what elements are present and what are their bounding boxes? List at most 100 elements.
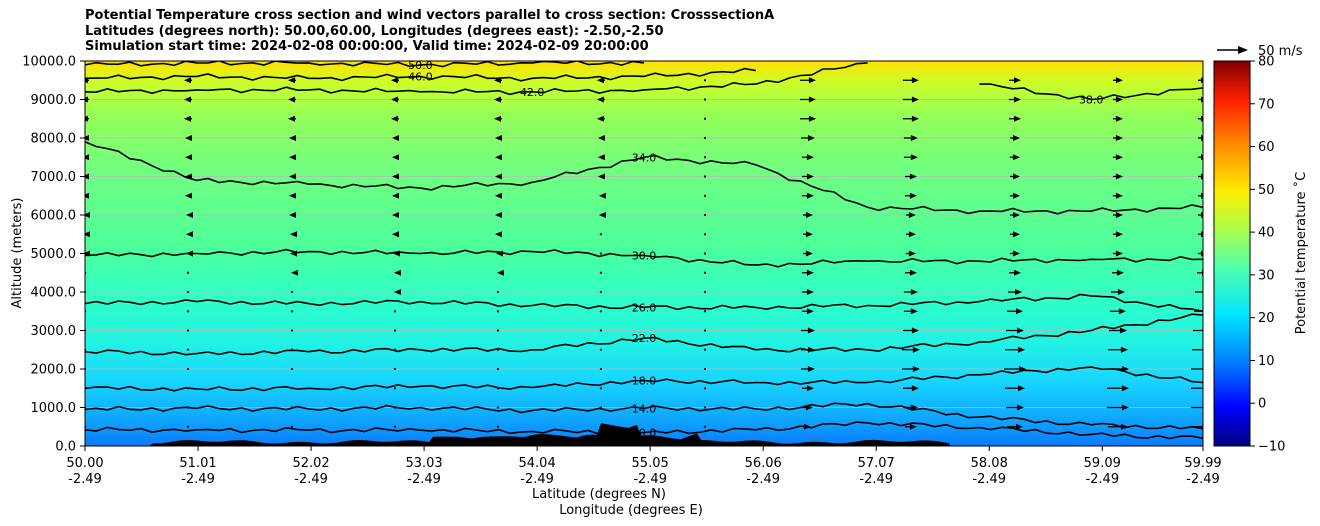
x-tick-label-lat: 52.02 bbox=[292, 456, 329, 471]
y-tick-label: 5000.0 bbox=[31, 247, 77, 262]
quiver-key-arrow-icon bbox=[1238, 46, 1248, 54]
y-tick-label: 4000.0 bbox=[31, 286, 77, 301]
wind-vector-head bbox=[908, 231, 916, 238]
wind-vector bbox=[703, 348, 707, 351]
wind-vector bbox=[496, 348, 500, 351]
contour-label: 26.0 bbox=[632, 301, 657, 314]
wind-vector-head bbox=[911, 96, 919, 103]
wind-vector-head bbox=[184, 135, 192, 141]
wind-vector bbox=[393, 329, 397, 332]
wind-vector-head bbox=[1206, 328, 1213, 334]
wind-vector bbox=[703, 194, 707, 197]
x-tick-label-lon: -2.49 bbox=[181, 472, 215, 487]
x-tick-label-lat: 58.08 bbox=[971, 456, 1008, 471]
wind-vector-head bbox=[1115, 77, 1123, 84]
x-tick-label-lat: 51.01 bbox=[179, 456, 216, 471]
y-tick-label: 6000.0 bbox=[31, 209, 77, 224]
wind-vector-head bbox=[391, 231, 399, 238]
wind-vector-head bbox=[807, 346, 815, 353]
wind-vector bbox=[599, 252, 603, 255]
wind-vector-head bbox=[393, 269, 401, 276]
wind-vector-head bbox=[910, 154, 918, 161]
contour-label: 14.0 bbox=[632, 402, 657, 415]
wind-vector bbox=[703, 367, 707, 371]
wind-vector-head bbox=[391, 192, 399, 199]
wind-vector bbox=[186, 406, 190, 409]
colorbar-tick-label: 20 bbox=[1258, 311, 1275, 326]
wind-vector-head bbox=[494, 192, 502, 199]
wind-vector-head bbox=[596, 96, 604, 103]
wind-vector-head bbox=[1121, 366, 1129, 372]
wind-vector-head bbox=[1012, 192, 1020, 199]
wind-vector-head bbox=[1201, 173, 1203, 180]
wind-vector-head bbox=[184, 173, 192, 180]
wind-vector-head bbox=[909, 192, 917, 199]
x-tick-label-lat: 56.06 bbox=[745, 456, 782, 471]
x-tick-label-lat: 55.05 bbox=[632, 456, 669, 471]
wind-vector-head bbox=[806, 192, 814, 199]
wind-vector bbox=[703, 290, 707, 294]
wind-vector bbox=[599, 310, 603, 313]
wind-vector-head bbox=[288, 115, 296, 122]
contour-label: 42.0 bbox=[520, 86, 545, 99]
contour-line bbox=[85, 67, 756, 82]
wind-vector-head bbox=[806, 173, 814, 180]
colorbar-ticks: −10 0 10 20 30 40 50 60 70 80 bbox=[1250, 55, 1285, 455]
wind-vector-head bbox=[1201, 154, 1203, 161]
contour-label: 30.0 bbox=[632, 249, 657, 262]
colorbar-label: Potential temperature ˚C bbox=[1293, 172, 1309, 335]
wind-vector-head bbox=[85, 212, 90, 218]
contour-line bbox=[85, 313, 1203, 356]
wind-vector-head bbox=[391, 173, 399, 180]
wind-vector-head bbox=[806, 154, 814, 161]
wind-vector bbox=[186, 271, 190, 274]
x-tick-label-lon: -2.49 bbox=[972, 472, 1006, 487]
wind-vector-head bbox=[910, 289, 918, 295]
wind-vector-head bbox=[290, 250, 298, 257]
wind-vector bbox=[703, 79, 707, 82]
plot-field: 10.0 14.0 18.0 22.0 26.0 30.0 34.0 38.0 42.0 46.0… bbox=[85, 61, 1214, 446]
wind-vector-head bbox=[806, 308, 814, 315]
wind-vector-head bbox=[807, 135, 815, 141]
wind-vector-head bbox=[1012, 135, 1020, 141]
wind-vector-head bbox=[909, 173, 917, 180]
wind-vector bbox=[703, 252, 707, 255]
wind-vector-head bbox=[390, 115, 398, 122]
wind-vector-head bbox=[391, 135, 399, 141]
wind-vector-head bbox=[85, 115, 88, 122]
wind-vector bbox=[290, 425, 294, 428]
wind-vector bbox=[703, 425, 707, 428]
wind-vector-head bbox=[1115, 192, 1123, 199]
wind-vector-head bbox=[1207, 347, 1214, 353]
colorbar-tick-label: 10 bbox=[1258, 354, 1275, 369]
wind-vector-head bbox=[289, 135, 297, 141]
wind-vector bbox=[186, 348, 190, 351]
x-tick-label-lat: 50.00 bbox=[66, 456, 103, 471]
wind-vector-head bbox=[1115, 96, 1123, 103]
y-axis-ticks: 0.0 1000.0 2000.0 3000.0 4000.0 5000.0 6000.0 7… bbox=[22, 55, 85, 455]
wind-vector-head bbox=[493, 115, 501, 122]
wind-vector bbox=[393, 367, 397, 371]
wind-vector-head bbox=[393, 289, 401, 295]
wind-vector-head bbox=[1017, 346, 1025, 353]
wind-vector bbox=[393, 387, 397, 390]
wind-vector-head bbox=[85, 96, 88, 103]
wind-vector bbox=[703, 136, 707, 140]
colorbar-tick-label: −10 bbox=[1258, 440, 1285, 455]
wind-vector-head bbox=[1013, 96, 1021, 103]
wind-vector-head bbox=[1201, 96, 1203, 103]
wind-vector bbox=[393, 406, 397, 409]
wind-vector-head bbox=[1120, 346, 1128, 353]
wind-vector-head bbox=[1016, 327, 1024, 334]
wind-vector-head bbox=[1205, 308, 1212, 314]
contour-label: 10.0 bbox=[632, 427, 657, 440]
wind-vector-head bbox=[1015, 308, 1023, 315]
wind-vector-head bbox=[596, 77, 604, 84]
contour-line bbox=[85, 62, 868, 96]
y-tick-label: 7000.0 bbox=[31, 170, 77, 185]
wind-vector-head bbox=[1204, 289, 1211, 295]
wind-vector-head bbox=[494, 212, 502, 218]
wind-vector-head bbox=[1121, 404, 1129, 411]
wind-vector bbox=[599, 290, 603, 294]
